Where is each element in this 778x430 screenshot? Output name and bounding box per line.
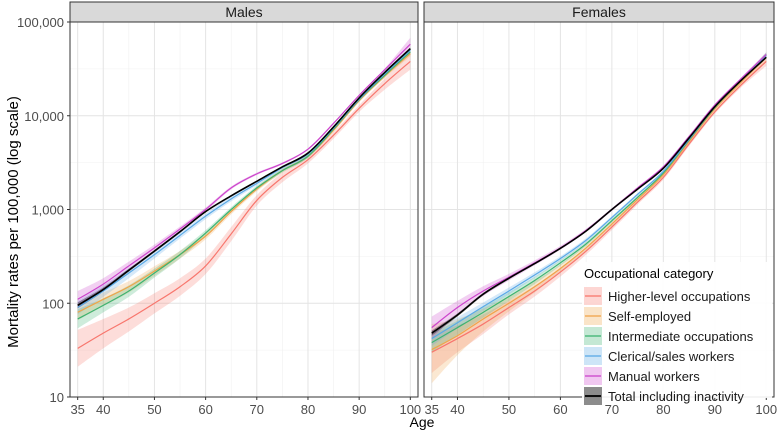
y-tick-label: 1,000 [31, 203, 64, 218]
legend-background [582, 262, 772, 398]
legend-item-clerical-sales-workers: Clerical/sales workers [584, 347, 735, 365]
x-tick-label: 60 [553, 402, 567, 417]
ribbon-clerical-sales-workers [77, 47, 411, 315]
legend-item-total-including-inactivity: Total including inactivity [584, 387, 744, 405]
x-tick-label: 90 [352, 402, 366, 417]
line-higher-level-occupations [431, 60, 767, 353]
ribbon-clerical-sales-workers [431, 53, 767, 346]
x-tick-label: 50 [147, 402, 161, 417]
legend-item-higher-level-occupations: Higher-level occupations [584, 287, 751, 305]
ribbon-self-employed [431, 53, 767, 384]
females-strip-title: Females [572, 4, 626, 20]
legend-label: Total including inactivity [608, 389, 744, 404]
legend-item-self-employed: Self-employed [584, 307, 691, 325]
ribbon-manual-workers [77, 37, 411, 308]
y-tick-label: 10 [50, 390, 64, 405]
x-tick-label: 70 [250, 402, 264, 417]
x-tick-label: 60 [198, 402, 212, 417]
x-tick-label: 80 [301, 402, 315, 417]
line-total-including-inactivity [431, 56, 767, 334]
legend-label: Clerical/sales workers [608, 349, 735, 364]
line-total-including-inactivity [77, 48, 411, 307]
x-tick-label: 70 [605, 402, 619, 417]
females-x-axis: 35 40 50 60 70 80 90 100 [424, 397, 777, 417]
ribbon-intermediate-occupations [77, 49, 411, 329]
ribbon-total-including-inactivity [77, 47, 411, 309]
legend-label: Manual workers [608, 369, 700, 384]
males-confidence-ribbons [77, 37, 411, 367]
y-tick-label: 100 [42, 296, 64, 311]
y-tick-label: 100,000 [17, 15, 64, 30]
x-tick-label: 35 [424, 402, 438, 417]
x-axis-title: Age [410, 414, 435, 430]
x-tick-label: 80 [656, 402, 670, 417]
line-self-employed [431, 56, 767, 351]
legend-title: Occupational category [584, 266, 714, 281]
line-clerical-sales-workers [77, 49, 411, 309]
ribbon-higher-level-occupations [431, 57, 767, 374]
ribbon-self-employed [77, 51, 411, 321]
y-tick-label: 10,000 [24, 109, 64, 124]
line-higher-level-occupations [77, 60, 411, 349]
males-strip-title: Males [225, 4, 262, 20]
females-series-lines [431, 54, 767, 353]
x-tick-label: 100 [399, 402, 421, 417]
x-tick-label: 40 [450, 402, 464, 417]
legend-label: Intermediate occupations [608, 329, 754, 344]
x-tick-label: 35 [70, 402, 84, 417]
legend-label: Self-employed [608, 309, 691, 324]
males-x-axis: 35 40 50 60 70 80 90 100 [70, 397, 421, 417]
x-tick-label: 50 [502, 402, 516, 417]
legend-item-intermediate-occupations: Intermediate occupations [584, 327, 754, 345]
legend: Occupational category Higher-level occupa… [582, 262, 772, 405]
ribbon-intermediate-occupations [431, 52, 767, 353]
x-tick-label: 90 [708, 402, 722, 417]
legend-label: Higher-level occupations [608, 289, 751, 304]
line-manual-workers [77, 43, 411, 300]
males-series-lines [77, 43, 411, 349]
ribbon-higher-level-occupations [77, 52, 411, 367]
x-tick-label: 40 [96, 402, 110, 417]
y-axis-title: Mortality rates per 100,000 (log scale) [5, 96, 22, 348]
y-axis: 10 100 1,000 10,000 100,000 [17, 15, 70, 405]
x-tick-label: 100 [755, 402, 777, 417]
legend-item-manual-workers: Manual workers [584, 367, 700, 385]
